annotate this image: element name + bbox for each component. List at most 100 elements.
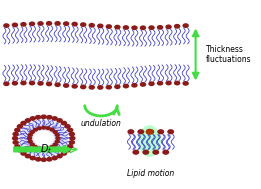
Circle shape	[20, 121, 27, 125]
Circle shape	[162, 150, 169, 155]
Circle shape	[12, 136, 18, 141]
Circle shape	[72, 84, 78, 89]
Circle shape	[88, 23, 95, 28]
Circle shape	[34, 131, 53, 145]
Circle shape	[64, 124, 71, 129]
Circle shape	[27, 136, 32, 140]
Circle shape	[69, 136, 76, 141]
Circle shape	[97, 23, 104, 28]
Circle shape	[55, 136, 61, 140]
Circle shape	[27, 139, 33, 144]
Circle shape	[67, 128, 73, 132]
Circle shape	[20, 81, 27, 85]
Circle shape	[41, 147, 46, 151]
Circle shape	[37, 146, 42, 150]
Circle shape	[55, 133, 60, 137]
Circle shape	[167, 129, 174, 134]
Circle shape	[37, 81, 44, 86]
Circle shape	[157, 129, 164, 134]
Circle shape	[147, 129, 154, 134]
Circle shape	[49, 145, 55, 149]
Circle shape	[148, 25, 155, 30]
Circle shape	[140, 25, 146, 30]
Circle shape	[61, 151, 67, 156]
Circle shape	[69, 132, 75, 136]
Circle shape	[114, 25, 121, 29]
Circle shape	[54, 82, 61, 87]
Circle shape	[165, 24, 172, 29]
Circle shape	[19, 120, 68, 156]
Circle shape	[29, 130, 35, 134]
Circle shape	[29, 81, 35, 85]
Circle shape	[127, 129, 134, 134]
Circle shape	[3, 81, 10, 86]
Circle shape	[157, 81, 163, 86]
Circle shape	[152, 150, 159, 155]
Circle shape	[67, 144, 73, 149]
Circle shape	[25, 118, 31, 123]
Circle shape	[12, 22, 18, 27]
Circle shape	[61, 121, 67, 125]
Circle shape	[20, 151, 27, 156]
Circle shape	[33, 128, 38, 132]
Circle shape	[52, 143, 58, 146]
Circle shape	[29, 156, 36, 160]
Circle shape	[55, 139, 60, 144]
Circle shape	[14, 128, 21, 132]
Circle shape	[37, 21, 44, 26]
Circle shape	[165, 81, 172, 85]
Circle shape	[52, 130, 58, 134]
Circle shape	[114, 84, 121, 89]
Circle shape	[131, 25, 138, 30]
Circle shape	[46, 81, 52, 86]
Circle shape	[106, 24, 112, 29]
Circle shape	[123, 25, 129, 30]
Circle shape	[174, 24, 180, 29]
Circle shape	[182, 81, 189, 86]
Circle shape	[174, 81, 180, 85]
Circle shape	[88, 85, 95, 90]
Text: undulation: undulation	[81, 119, 121, 128]
Circle shape	[54, 21, 61, 26]
Circle shape	[56, 118, 63, 123]
Circle shape	[25, 154, 31, 159]
Circle shape	[146, 129, 153, 135]
Circle shape	[41, 126, 46, 130]
Circle shape	[131, 83, 138, 88]
Circle shape	[97, 85, 104, 90]
Circle shape	[35, 157, 41, 162]
Circle shape	[137, 129, 144, 134]
Circle shape	[46, 21, 52, 26]
Circle shape	[29, 21, 35, 26]
Circle shape	[17, 124, 23, 129]
Circle shape	[20, 22, 27, 27]
Circle shape	[27, 133, 33, 137]
Circle shape	[40, 157, 47, 162]
Circle shape	[132, 150, 139, 155]
Circle shape	[72, 22, 78, 26]
Circle shape	[142, 150, 149, 155]
Ellipse shape	[138, 125, 161, 157]
Circle shape	[12, 81, 18, 86]
Circle shape	[63, 83, 69, 88]
Circle shape	[63, 21, 69, 26]
Circle shape	[49, 128, 55, 132]
Circle shape	[80, 22, 86, 27]
Circle shape	[64, 148, 71, 153]
FancyArrow shape	[14, 146, 71, 153]
Circle shape	[12, 132, 19, 136]
Circle shape	[51, 156, 58, 160]
Circle shape	[29, 143, 35, 146]
Circle shape	[140, 82, 146, 87]
Circle shape	[123, 84, 129, 88]
Circle shape	[80, 84, 86, 89]
Text: Thickness
fluctuations: Thickness fluctuations	[206, 45, 251, 64]
Circle shape	[17, 148, 23, 153]
Circle shape	[148, 81, 155, 86]
Circle shape	[29, 116, 36, 121]
Circle shape	[45, 146, 51, 150]
Circle shape	[12, 140, 19, 145]
Circle shape	[14, 144, 21, 149]
Circle shape	[35, 115, 41, 120]
Circle shape	[37, 126, 42, 130]
